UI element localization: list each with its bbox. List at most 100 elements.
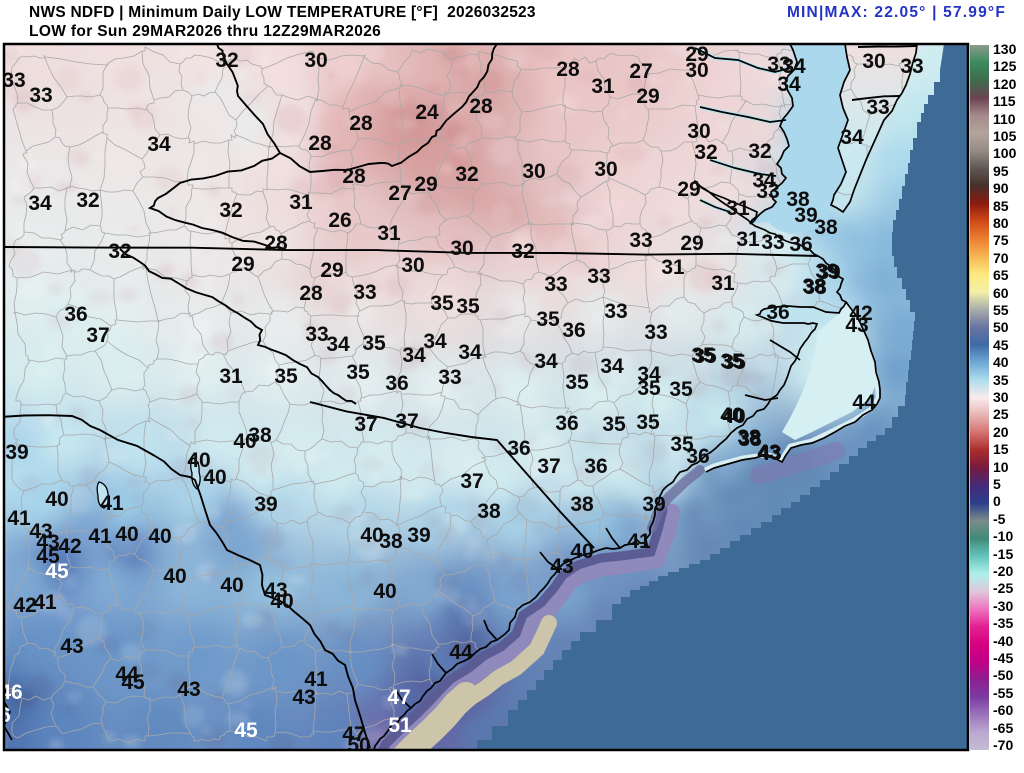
svg-text:36: 36 — [789, 233, 812, 256]
svg-text:40: 40 — [203, 466, 226, 489]
svg-text:42: 42 — [849, 302, 872, 325]
svg-text:32: 32 — [108, 240, 131, 263]
svg-text:42: 42 — [13, 594, 36, 617]
svg-text:29: 29 — [685, 43, 708, 66]
svg-text:36: 36 — [64, 303, 87, 326]
svg-text:32: 32 — [694, 141, 717, 164]
svg-text:33: 33 — [900, 55, 923, 78]
svg-text:-25: -25 — [993, 580, 1013, 596]
svg-text:29: 29 — [414, 173, 437, 196]
svg-text:40: 40 — [233, 430, 256, 453]
svg-text:90: 90 — [993, 180, 1009, 196]
svg-text:30: 30 — [304, 49, 327, 72]
svg-text:29: 29 — [231, 253, 254, 276]
svg-text:35: 35 — [274, 365, 298, 388]
svg-text:36: 36 — [584, 455, 607, 478]
svg-text:33: 33 — [866, 96, 889, 119]
svg-text:36: 36 — [555, 412, 578, 435]
svg-text:34: 34 — [637, 363, 661, 386]
svg-text:36: 36 — [385, 372, 408, 395]
svg-text:35: 35 — [362, 332, 386, 355]
svg-text:55: 55 — [993, 302, 1009, 318]
svg-text:32: 32 — [748, 140, 771, 163]
svg-text:30: 30 — [594, 158, 617, 181]
svg-text:38: 38 — [570, 493, 594, 516]
svg-text:44: 44 — [852, 391, 876, 414]
svg-text:33: 33 — [544, 273, 567, 296]
svg-text:28: 28 — [349, 112, 373, 135]
svg-text:34: 34 — [458, 341, 482, 364]
svg-text:45: 45 — [36, 545, 60, 568]
svg-text:51: 51 — [388, 714, 412, 737]
svg-text:31: 31 — [711, 272, 735, 295]
svg-text:30: 30 — [522, 160, 545, 183]
svg-text:35: 35 — [536, 308, 560, 331]
svg-text:38: 38 — [803, 276, 827, 299]
svg-text:29: 29 — [677, 178, 700, 201]
svg-text:60: 60 — [993, 285, 1009, 301]
svg-text:-65: -65 — [993, 720, 1013, 736]
svg-text:75: 75 — [993, 232, 1009, 248]
svg-text:31: 31 — [736, 228, 760, 251]
svg-text:41: 41 — [100, 492, 124, 515]
svg-text:-40: -40 — [993, 633, 1013, 649]
svg-text:130: 130 — [993, 41, 1017, 57]
svg-text:33: 33 — [761, 231, 784, 254]
svg-text:35: 35 — [670, 433, 694, 456]
svg-text:MIN|MAX: 22.05° | 57.99°F: MIN|MAX: 22.05° | 57.99°F — [787, 4, 1006, 21]
svg-text:36: 36 — [686, 445, 709, 468]
svg-text:LOW for Sun 29MAR2026 thru 12Z: LOW for Sun 29MAR2026 thru 12Z29MAR2026 — [29, 23, 381, 40]
svg-text:15: 15 — [993, 441, 1009, 457]
svg-text:27: 27 — [388, 182, 411, 205]
svg-text:85: 85 — [993, 198, 1009, 214]
svg-text:40: 40 — [360, 524, 383, 547]
svg-text:33: 33 — [2, 69, 25, 92]
svg-text:39: 39 — [5, 441, 28, 464]
svg-text:45: 45 — [234, 719, 258, 742]
svg-text:115: 115 — [993, 93, 1016, 109]
svg-text:30: 30 — [401, 254, 424, 277]
svg-text:28: 28 — [469, 95, 493, 118]
svg-text:30: 30 — [687, 120, 710, 143]
svg-text:80: 80 — [993, 215, 1009, 231]
svg-text:37: 37 — [537, 455, 560, 478]
svg-text:28: 28 — [342, 165, 366, 188]
svg-text:35: 35 — [636, 411, 660, 434]
svg-text:5: 5 — [993, 476, 1001, 492]
svg-text:40: 40 — [187, 449, 210, 472]
svg-text:26: 26 — [328, 209, 351, 232]
svg-text:44: 44 — [449, 641, 473, 664]
svg-text:34: 34 — [423, 330, 447, 353]
svg-text:-45: -45 — [993, 650, 1013, 666]
svg-text:34: 34 — [777, 73, 801, 96]
svg-text:45: 45 — [993, 337, 1009, 353]
svg-text:28: 28 — [299, 282, 323, 305]
svg-text:33: 33 — [29, 84, 52, 107]
svg-text:40: 40 — [270, 590, 293, 613]
svg-text:32: 32 — [76, 189, 99, 212]
svg-text:35: 35 — [993, 372, 1009, 388]
svg-text:43: 43 — [177, 678, 200, 701]
svg-text:38: 38 — [802, 275, 826, 298]
svg-text:40: 40 — [220, 574, 243, 597]
svg-text:31: 31 — [661, 256, 685, 279]
svg-text:38: 38 — [814, 216, 838, 239]
svg-text:39: 39 — [815, 260, 838, 283]
svg-text:39: 39 — [642, 493, 665, 516]
svg-text:100: 100 — [993, 145, 1017, 161]
svg-text:42: 42 — [58, 535, 81, 558]
svg-text:95: 95 — [993, 163, 1009, 179]
svg-text:105: 105 — [993, 128, 1017, 144]
svg-text:40: 40 — [720, 404, 743, 427]
svg-text:37: 37 — [460, 470, 483, 493]
svg-text:35: 35 — [669, 378, 693, 401]
svg-text:70: 70 — [993, 250, 1009, 266]
svg-text:39: 39 — [794, 204, 817, 227]
svg-text:34: 34 — [326, 333, 350, 356]
svg-text:36: 36 — [766, 301, 789, 324]
svg-text:43: 43 — [845, 314, 868, 337]
svg-text:39: 39 — [817, 261, 840, 284]
svg-text:43: 43 — [264, 579, 287, 602]
svg-text:34: 34 — [402, 344, 426, 367]
svg-text:-55: -55 — [993, 685, 1013, 701]
